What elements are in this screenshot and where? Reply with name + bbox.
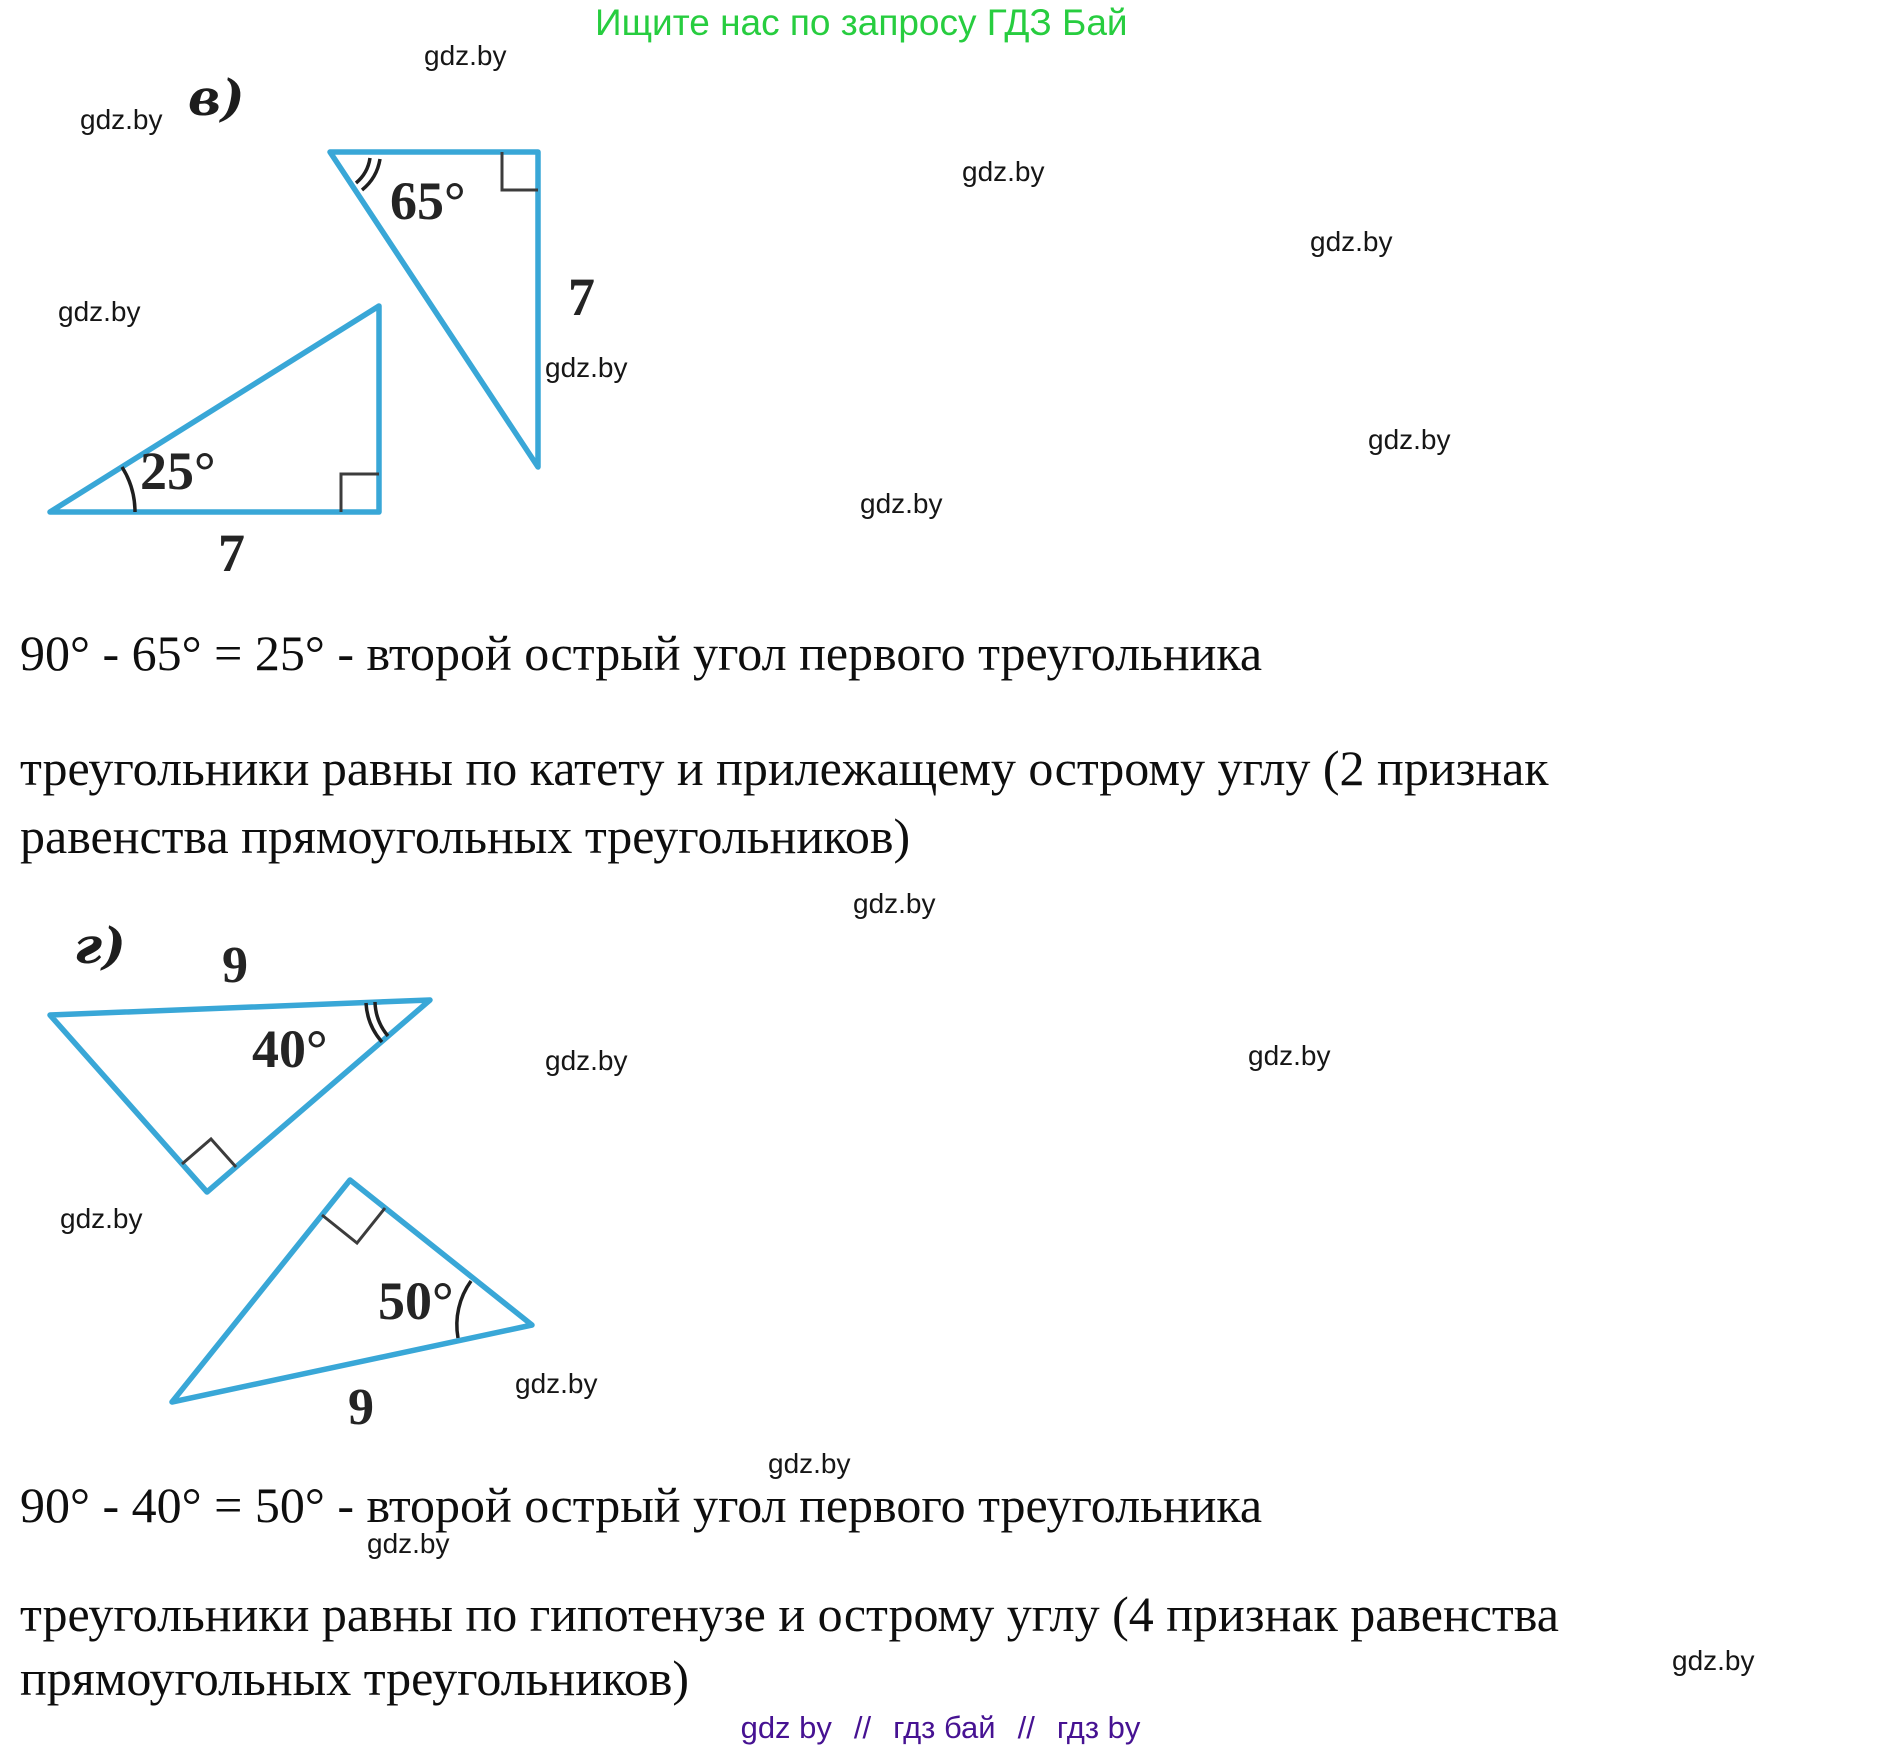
right-angle-mark-g1: [181, 1136, 238, 1168]
solution-v-text-line2: равенства прямоугольных треугольников): [20, 808, 911, 864]
watermark-gdzby: gdz.by: [80, 104, 163, 135]
watermark-gdzby: gdz.by: [58, 296, 141, 327]
angle-arc-g1-a: [373, 1001, 390, 1038]
right-angle-mark-v1: [500, 152, 538, 192]
side-label-g1: 9: [222, 937, 248, 994]
watermark-gdzby: gdz.by: [962, 156, 1045, 187]
angle-label-v1: 65°: [390, 171, 466, 231]
watermark-gdzby: gdz.by: [853, 888, 936, 919]
triangle-g1: [47, 997, 433, 1195]
angle-label-v2: 25°: [140, 441, 216, 501]
angle-arc-v1-a: [354, 157, 372, 185]
solution-g-text-line2: прямоугольных треугольников): [20, 1650, 689, 1706]
footer-item: //: [1017, 1710, 1035, 1745]
watermark-gdzby: gdz.by: [424, 40, 507, 71]
watermark-gdzby: gdz.by: [515, 1368, 598, 1399]
watermark-gdzby: gdz.by: [1672, 1645, 1755, 1676]
watermark-gdzby: gdz.by: [1248, 1040, 1331, 1071]
footer-item: gdz by: [740, 1710, 832, 1745]
watermark-gdzby: gdz.by: [1368, 424, 1451, 455]
watermark-gdzby: gdz.by: [545, 1045, 628, 1076]
side-label-g2: 9: [348, 1379, 374, 1436]
triangle-v1: [327, 149, 541, 470]
figure-v-label: в): [188, 68, 245, 127]
angle-arc-v1-b: [360, 158, 382, 192]
angle-arc-v2: [120, 466, 137, 513]
side-label-v2: 7: [218, 523, 245, 583]
angle-arc-g2: [455, 1279, 473, 1339]
angle-arc-g1-b: [364, 1002, 384, 1044]
right-angle-mark-v2: [339, 472, 379, 512]
angle-label-g1: 40°: [252, 1019, 328, 1079]
solution-v-text-line1: треугольники равны по катету и прилежаще…: [20, 740, 1549, 796]
watermark-gdzby: gdz.by: [1310, 226, 1393, 257]
watermark-gdzby: gdz.by: [860, 488, 943, 519]
watermark-gdzby: gdz.by: [768, 1448, 851, 1479]
footer-item: гдз бай: [893, 1710, 996, 1745]
footer-item: //: [853, 1710, 872, 1745]
solution-v-equation: 90° - 65° = 25° - второй острый угол пер…: [20, 625, 1263, 681]
right-angle-mark-g2: [321, 1207, 387, 1246]
promo-heading: Ищите нас по запросу ГДЗ Бай: [595, 2, 1128, 43]
triangle-v2: [47, 303, 382, 515]
watermark-gdzby: gdz.by: [545, 352, 628, 383]
watermark-gdzby: gdz.by: [367, 1528, 450, 1559]
solution-g-text-line1: треугольники равны по гипотенузе и остро…: [20, 1586, 1559, 1642]
figure-g-label: г): [74, 916, 126, 975]
footer-item: гдз by: [1056, 1710, 1141, 1745]
angle-label-g2: 50°: [378, 1271, 454, 1331]
side-label-v1: 7: [568, 267, 595, 327]
watermark-gdzby: gdz.by: [60, 1203, 143, 1234]
solution-g-equation: 90° - 40° = 50° - второй острый угол пер…: [20, 1477, 1263, 1533]
footer-links: gdz by // гдз бай // гдз by: [0, 1710, 1881, 1746]
triangle-g2: [169, 1177, 535, 1405]
